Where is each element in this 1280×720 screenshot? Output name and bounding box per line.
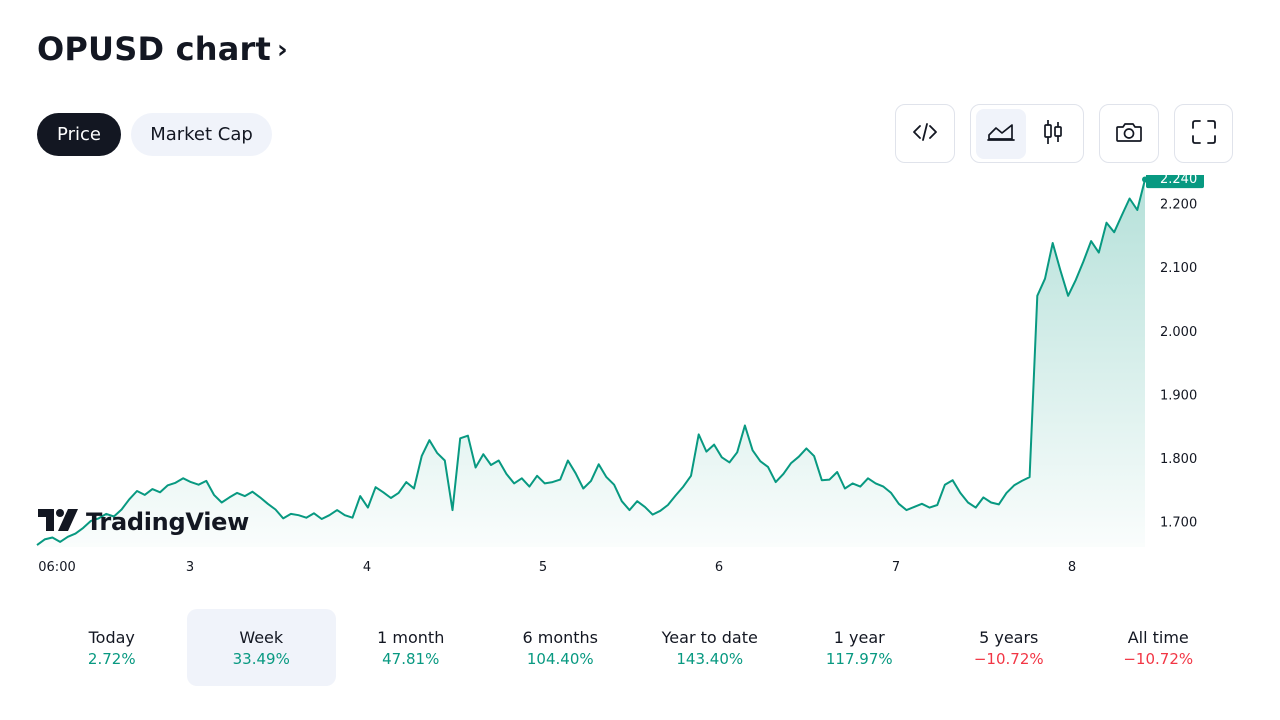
tradingview-wordmark: TradingView — [86, 508, 249, 536]
x-tick-label: 5 — [539, 560, 547, 575]
period-today[interactable]: Today 2.72% — [37, 609, 187, 686]
period-all-time[interactable]: All time −10.72% — [1084, 609, 1234, 686]
last-price-tag — [1146, 175, 1204, 189]
last-price-label: 2.240 — [1160, 175, 1197, 187]
period-year-to-date[interactable]: Year to date 143.40% — [635, 609, 785, 686]
period-6-months[interactable]: 6 months 104.40% — [486, 609, 636, 686]
fullscreen-icon — [1191, 119, 1217, 149]
period-value: −10.72% — [1123, 649, 1194, 668]
x-tick-label: 3 — [186, 560, 194, 575]
period-label: 6 months — [522, 627, 599, 647]
tab-market-cap[interactable]: Market Cap — [131, 113, 272, 156]
period-week[interactable]: Week 33.49% — [186, 609, 336, 686]
y-tick-label: 1.700 — [1160, 516, 1197, 531]
price-chart[interactable]: 1.700 1.800 1.900 2.000 2.100 2.200 06:00 3 4 5 6… — [0, 175, 1280, 585]
x-tick-label: 7 — [892, 560, 900, 575]
embed-button[interactable] — [900, 109, 950, 159]
candlestick-button[interactable] — [1028, 109, 1078, 159]
period-1-year[interactable]: 1 year 117.97% — [785, 609, 935, 686]
area-chart-icon — [987, 122, 1015, 146]
code-icon — [912, 122, 938, 146]
period-value: 33.49% — [232, 649, 290, 668]
snapshot-button[interactable] — [1104, 109, 1154, 159]
snapshot-tool-group — [1099, 104, 1159, 163]
x-tick-label: 6 — [715, 560, 723, 575]
y-tick-label: 2.200 — [1160, 198, 1197, 213]
period-5-years[interactable]: 5 years −10.72% — [934, 609, 1084, 686]
fullscreen-button[interactable] — [1179, 109, 1229, 159]
period-label: Today — [88, 627, 135, 647]
chart-style-group — [970, 104, 1084, 163]
tradingview-logo: TradingView — [38, 508, 249, 536]
y-tick-label: 1.900 — [1160, 388, 1197, 403]
tab-price[interactable]: Price — [37, 113, 121, 156]
period-value: 104.40% — [526, 649, 594, 668]
y-tick-label: 1.800 — [1160, 452, 1197, 467]
tab-price-label: Price — [57, 124, 101, 145]
y-tick-label: 2.000 — [1160, 325, 1197, 340]
tab-market-cap-label: Market Cap — [150, 124, 253, 145]
period-value: 2.72% — [87, 649, 136, 668]
price-line — [36, 179, 1146, 546]
chart-title[interactable]: OPUSD chart › — [37, 30, 288, 68]
period-label: All time — [1127, 627, 1189, 647]
period-value: 117.97% — [825, 649, 893, 668]
period-label: 5 years — [979, 627, 1039, 647]
chevron-right-icon: › — [277, 35, 288, 65]
camera-icon — [1115, 121, 1143, 147]
period-label: Week — [239, 627, 284, 647]
period-performance-list: Today 2.72% Week 33.49% 1 month 47.81% 6… — [37, 609, 1233, 686]
period-value: −10.72% — [973, 649, 1044, 668]
period-1-month[interactable]: 1 month 47.81% — [336, 609, 486, 686]
area-chart-button[interactable] — [976, 108, 1026, 159]
period-value: 47.81% — [382, 649, 440, 668]
period-label: 1 year — [833, 627, 885, 647]
embed-tool-group — [895, 104, 955, 163]
price-area-fill — [37, 179, 1145, 547]
period-label: 1 month — [377, 627, 445, 647]
chart-title-text: OPUSD chart — [37, 30, 272, 68]
x-tick-label: 4 — [363, 560, 371, 575]
tradingview-logo-icon — [38, 509, 78, 535]
x-tick-label: 06:00 — [38, 560, 75, 575]
x-tick-label: 8 — [1068, 560, 1076, 575]
candlestick-icon — [1041, 119, 1065, 149]
period-label: Year to date — [661, 627, 758, 647]
period-value: 143.40% — [676, 649, 744, 668]
y-tick-label: 2.100 — [1160, 261, 1197, 276]
fullscreen-tool-group — [1174, 104, 1233, 163]
